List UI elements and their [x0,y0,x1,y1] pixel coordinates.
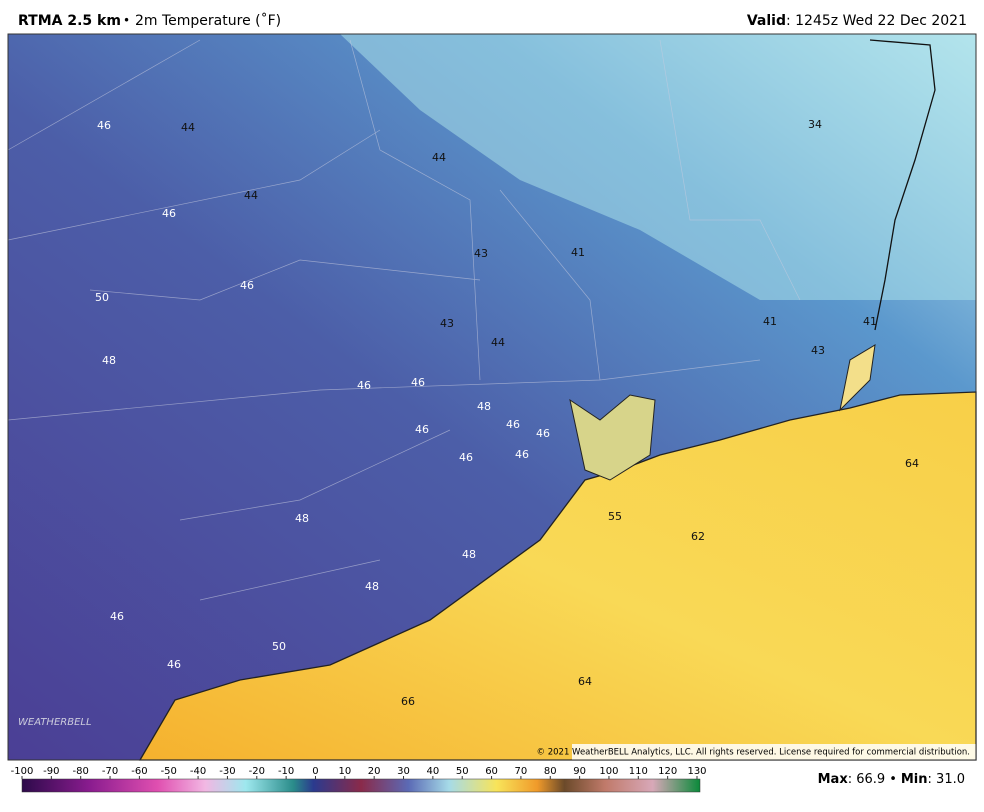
colorbar-tick-label: 130 [687,766,706,777]
valid-label: Valid [747,13,786,29]
temperature-label: 41 [571,246,585,259]
colorbar-tick-label: 110 [629,766,648,777]
temperature-label: 46 [459,451,473,464]
temperature-label: 43 [811,344,825,357]
valid-value: : 1245z Wed 22 Dec 2021 [786,13,967,29]
temperature-label: 55 [608,510,622,523]
temperature-label: 48 [462,548,476,561]
temperature-label: 46 [536,427,550,440]
temperature-label: 46 [162,207,176,220]
temperature-label: 64 [905,457,919,470]
state-border [869,39,936,331]
map-cold-region [340,34,976,300]
temperature-label: 48 [295,512,309,525]
colorbar-tick-label: -30 [219,766,235,777]
colorbar-tick-label: -20 [249,766,265,777]
footer: Max: 66.9 • Min: 31.0 [818,772,965,787]
colorbar-tick-label: 60 [485,766,498,777]
valid: Valid: 1245z Wed 22 Dec 2021 [747,13,967,29]
temperature-label: 44 [244,189,258,202]
temperature-label: 44 [491,336,505,349]
model: RTMA 2.5 km [18,13,121,29]
colorbar-tick-label: 90 [573,766,586,777]
colorbar-tick-label: -40 [190,766,206,777]
colorbar-tick-label: -60 [131,766,147,777]
temperature-label: 44 [181,121,195,134]
separator: • [123,14,130,28]
copyright-bg [572,744,976,760]
temperature-label: 43 [440,317,454,330]
colorbar-tick-label: 80 [544,766,557,777]
colorbar-tick-label: 20 [368,766,381,777]
temperature-label: 48 [365,580,379,593]
min-label: Min [901,772,928,787]
county-lines [7,39,801,601]
footer-separator: • [889,772,897,787]
map-frame [7,33,977,761]
temperature-label: 46 [240,279,254,292]
temperature-label: 66 [401,695,415,708]
colorbar-tick-label: 70 [515,766,528,777]
temperature-label: 46 [415,423,429,436]
temperature-label: 41 [863,315,877,328]
colorbar-tick-label: 30 [397,766,410,777]
max-value: : 66.9 [848,772,885,787]
min-value: : 31.0 [928,772,965,787]
temperature-label: 43 [474,247,488,260]
temperature-label: 41 [763,315,777,328]
colorbar [21,778,701,793]
temperature-label: 64 [578,675,592,688]
copyright: © 2021 WeatherBELL Analytics, LLC. All r… [537,748,970,758]
colorbar-tick-label: 100 [599,766,618,777]
colorbar-tick-label: -70 [102,766,118,777]
colorbar-tick-label: 50 [456,766,469,777]
logo: WEATHERBELL [18,717,92,728]
gulf-water [138,391,977,761]
temperature-label: 48 [102,354,116,367]
galveston-bay [569,394,656,481]
temperature-label: 46 [411,376,425,389]
product: 2m Temperature (˚F) [135,12,281,29]
colorbar-tick-label: 0 [312,766,318,777]
colorbar-tick-label: 10 [338,766,351,777]
temperature-label: 46 [506,418,520,431]
colorbar-tick-label: -10 [278,766,294,777]
temperature-label: 46 [167,658,181,671]
temperature-label: 46 [357,379,371,392]
temperature-label: 50 [95,291,109,304]
colorbar-tick-label: -90 [43,766,59,777]
colorbar-tick-label: 40 [427,766,440,777]
temperature-label: 34 [808,118,822,131]
temperature-label: 48 [477,400,491,413]
temperature-label: 50 [272,640,286,653]
colorbar-tick-label: -80 [73,766,89,777]
temperature-label: 44 [432,151,446,164]
temperature-label: 46 [110,610,124,623]
colorbar-tick-label: -100 [11,766,34,777]
colorbar-tick-label: -50 [161,766,177,777]
temperature-label: 46 [515,448,529,461]
sabine-lake [839,344,876,412]
colorbar-tick-label: 120 [658,766,677,777]
max-label: Max [818,772,849,787]
temperature-label: 46 [97,119,111,132]
temperature-label: 62 [691,530,705,543]
